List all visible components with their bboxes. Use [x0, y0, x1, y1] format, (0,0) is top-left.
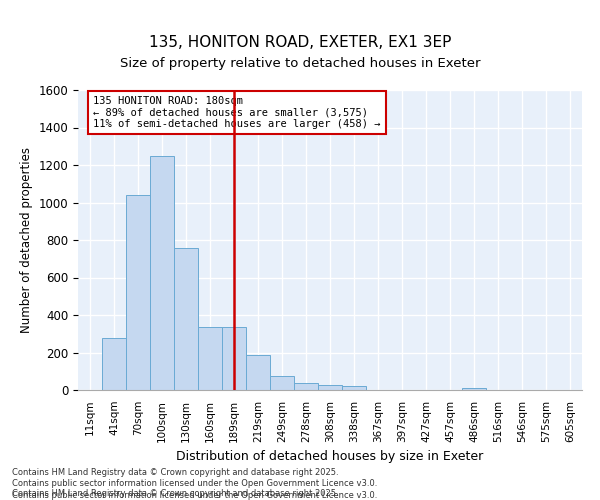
Bar: [294, 382, 318, 390]
X-axis label: Distribution of detached houses by size in Exeter: Distribution of detached houses by size …: [176, 450, 484, 463]
Bar: [342, 386, 366, 390]
Bar: [318, 386, 342, 390]
Bar: [150, 156, 174, 390]
Bar: [102, 338, 126, 390]
Bar: [198, 327, 222, 390]
Text: 135, HONITON ROAD, EXETER, EX1 3EP: 135, HONITON ROAD, EXETER, EX1 3EP: [149, 35, 451, 50]
Text: Size of property relative to detached houses in Exeter: Size of property relative to detached ho…: [120, 57, 480, 70]
Bar: [462, 388, 486, 390]
Bar: [246, 356, 270, 390]
Bar: [270, 376, 294, 390]
Text: Contains HM Land Registry data © Crown copyright and database right 2025.: Contains HM Land Registry data © Crown c…: [12, 488, 338, 498]
Bar: [174, 248, 198, 390]
Text: 135 HONITON ROAD: 180sqm
← 89% of detached houses are smaller (3,575)
11% of sem: 135 HONITON ROAD: 180sqm ← 89% of detach…: [93, 96, 380, 129]
Text: Contains public sector information licensed under the Open Government Licence v3: Contains public sector information licen…: [12, 491, 377, 500]
Y-axis label: Number of detached properties: Number of detached properties: [20, 147, 33, 333]
Bar: [126, 195, 150, 390]
Bar: [222, 327, 246, 390]
Text: Contains HM Land Registry data © Crown copyright and database right 2025.
Contai: Contains HM Land Registry data © Crown c…: [12, 468, 377, 487]
